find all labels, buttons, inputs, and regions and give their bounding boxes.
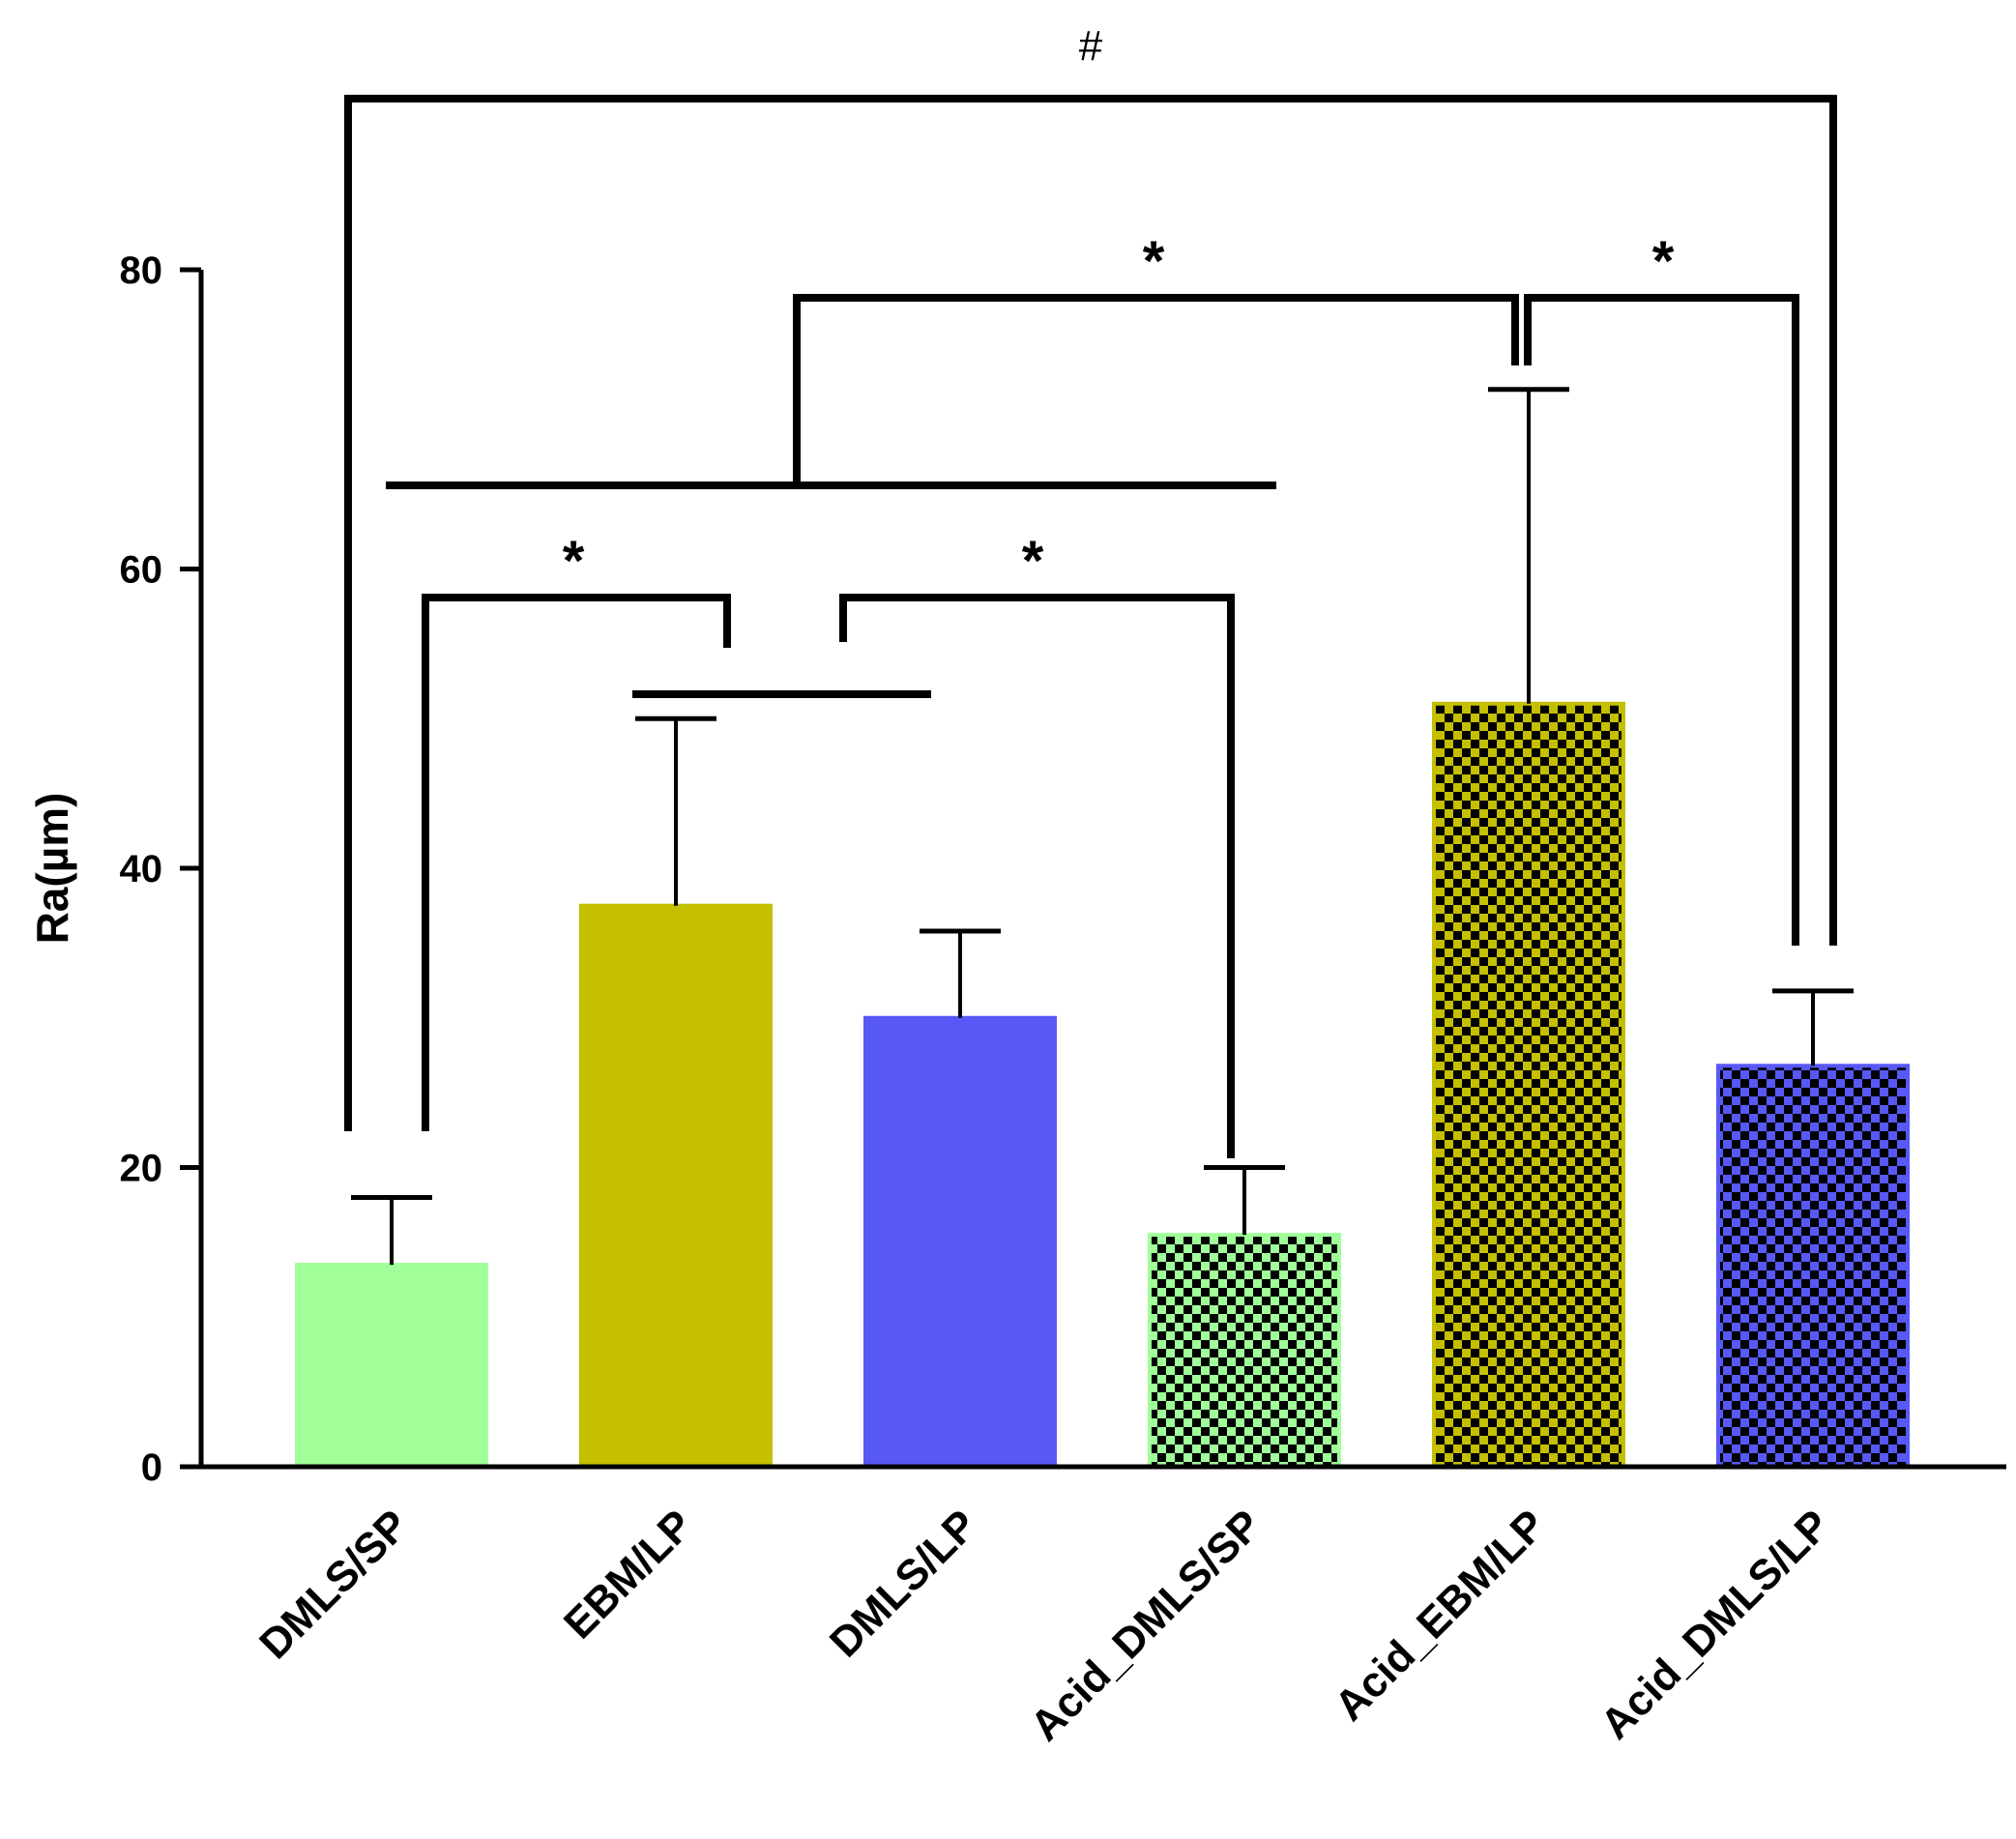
y-tick-label-60: 60 (120, 549, 163, 592)
bar-2 (863, 1015, 1057, 1469)
bracket-star-1 (422, 594, 731, 1131)
bar-1 (579, 903, 773, 1469)
x-tick-label-3: Acid_DMLS/SP (1021, 1501, 1271, 1750)
y-tick-label-0: 0 (141, 1446, 162, 1489)
bracket-star-3 (793, 294, 1519, 485)
x-tick-label-5: Acid_DMLS/LP (1592, 1501, 1839, 1748)
y-tick-label-40: 40 (120, 848, 163, 890)
bracket-star-4 (1524, 294, 1799, 946)
bracket-hash (344, 95, 1837, 1131)
y-axis-title: Ra(µm) (27, 793, 77, 945)
significance-label-star-2: * (1022, 530, 1044, 593)
significance-label-hash: # (1079, 22, 1103, 70)
x-tick-label-1: EBM/LP (555, 1501, 702, 1648)
bar-3 (1148, 1233, 1341, 1469)
y-tick-label-20: 20 (120, 1148, 163, 1190)
significance-label-star-3: * (1143, 230, 1165, 293)
x-tick-label-0: DMLS/SP (250, 1501, 418, 1668)
bracket-star-2 (839, 594, 1235, 1158)
bar-0 (295, 1263, 488, 1470)
y-tick-label-80: 80 (120, 249, 163, 292)
significance-brackets (344, 95, 1837, 1158)
x-tick-label-2: DMLS/LP (821, 1501, 986, 1666)
x-tick-label-4: Acid_EBM/LP (1326, 1501, 1555, 1730)
bar-5 (1716, 1064, 1910, 1470)
bar-4 (1432, 701, 1625, 1469)
significance-label-star-1: * (563, 530, 585, 593)
significance-label-star-4: * (1652, 230, 1675, 293)
